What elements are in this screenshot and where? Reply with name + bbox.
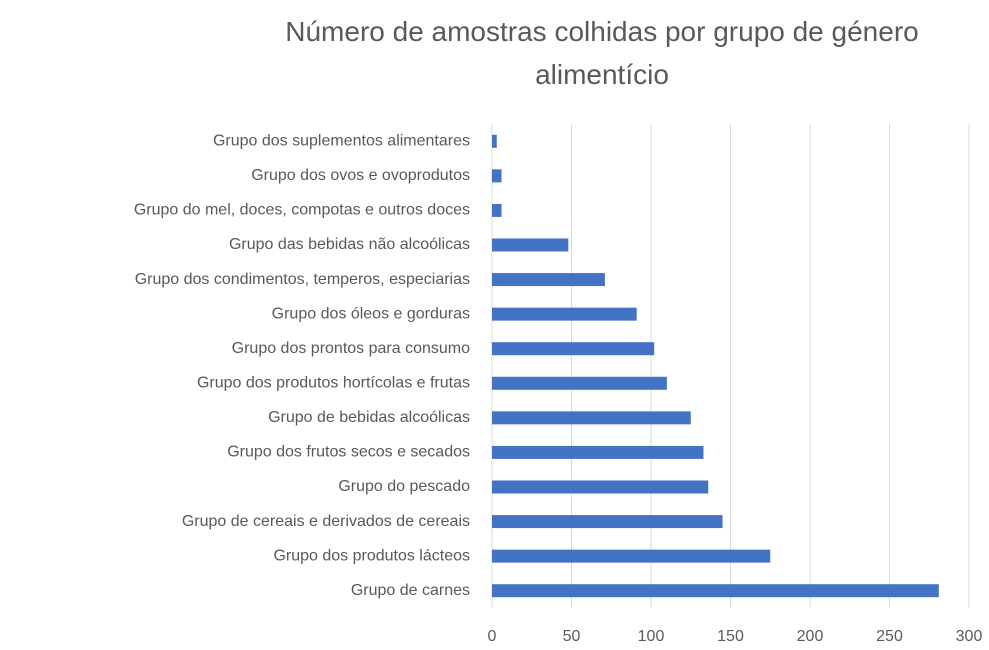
bar [492, 515, 723, 529]
x-tick-label: 150 [717, 628, 744, 645]
y-tick-label: Grupo dos frutos secos e secados [227, 444, 470, 461]
y-tick-label: Grupo de cereais e derivados de cereais [182, 513, 470, 530]
y-tick-label: Grupo dos produtos lácteos [273, 547, 470, 564]
bar [492, 376, 667, 390]
x-tick-label: 50 [563, 628, 581, 645]
y-tick-label: Grupo das bebidas não alcoólicas [229, 236, 470, 253]
bar [492, 445, 704, 459]
bar [492, 273, 605, 287]
bar [492, 203, 502, 217]
y-tick-label: Grupo dos suplementos alimentares [213, 133, 470, 150]
bar [492, 342, 655, 356]
y-tick-label: Grupo dos prontos para consumo [232, 340, 470, 357]
bar [492, 549, 771, 563]
y-tick-label: Grupo dos óleos e gorduras [272, 305, 470, 322]
bar [492, 480, 709, 494]
x-tick-label: 200 [797, 628, 824, 645]
y-tick-label: Grupo de bebidas alcoólicas [268, 409, 470, 426]
y-tick-label: Grupo de carnes [351, 582, 470, 599]
y-tick-label: Grupo dos condimentos, temperos, especia… [135, 271, 470, 288]
bar [492, 411, 691, 425]
y-tick-label: Grupo dos ovos e ovoprodutos [251, 167, 470, 184]
x-tick-label: 250 [876, 628, 903, 645]
x-tick-label: 300 [956, 628, 983, 645]
y-tick-label: Grupo dos produtos hortícolas e frutas [197, 375, 470, 392]
x-tick-label: 100 [638, 628, 665, 645]
bar [492, 134, 497, 148]
y-tick-label: Grupo do pescado [338, 478, 470, 495]
x-tick-label: 0 [488, 628, 497, 645]
bar [492, 238, 569, 252]
chart-title: Número de amostras colhidas por grupo de… [285, 16, 919, 90]
bar [492, 169, 502, 183]
bar [492, 307, 637, 321]
y-tick-label: Grupo do mel, doces, compotas e outros d… [134, 202, 470, 219]
bar [492, 584, 939, 598]
